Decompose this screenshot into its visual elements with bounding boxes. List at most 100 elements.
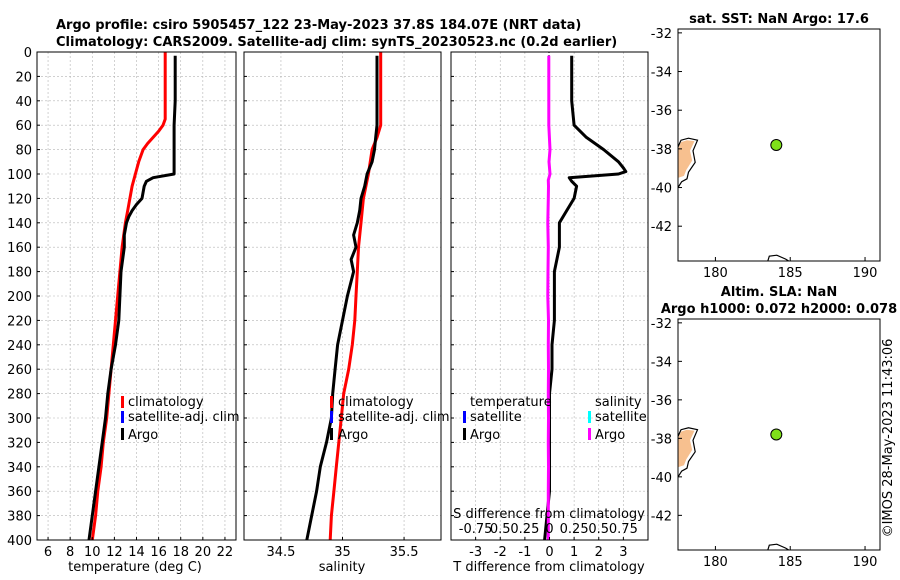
argo-float-marker [770,428,783,441]
y-tick-label: 320 [7,436,32,451]
coastline [677,427,699,478]
legend-label-argo: Argo [338,428,368,443]
map-y-tick-label: -38 [651,432,672,447]
legend-swatch-argo [330,428,333,440]
sla-map: -32 -34 -36 -38 -40 -42 180 185 190 [651,317,881,570]
series-line-climatology [328,52,383,541]
legend-label-satellite: satellite-adj. clim [338,410,450,425]
temperature-legend: climatology satellite-adj. clim Argo [121,395,240,443]
s-difference-label: S difference from climatology [453,507,645,522]
x-tick-label: 3 [619,545,627,560]
y-tick-label: 380 [7,510,32,525]
temperature-series [87,52,177,541]
y-tick-label: 400 [7,534,32,549]
y-tick-label: 360 [7,485,32,500]
difference-ticks: -3 -2 -1 0 1 2 3 [451,51,628,560]
legend-swatch-satellite [330,411,333,423]
x-tick-label: 10 [84,545,101,560]
series-line-argo [305,55,379,541]
s-diff-tick-label: 0.5 [490,522,511,537]
salinity-xlabel: salinity [319,560,366,575]
legend-swatch-argo [121,428,124,440]
y-tick-label: 20 [15,70,32,85]
x-tick-label: -3 [469,545,482,560]
sst-map-panel: sat. SST: NaN Argo: 17.6 -32 -34 -36 -38 -40… [651,12,881,281]
y-tick-label: 200 [7,290,32,305]
x-tick-label: 0 [545,545,553,560]
sst-map: -32 -34 -36 -38 -40 -42 180 185 190 [651,27,881,281]
s-diff-tick-label: -0.75 [459,522,493,537]
legend-swatch-satellite [463,411,466,423]
x-tick-label: 18 [172,545,189,560]
difference-legend-temperature: temperature satellite Argo [463,395,552,443]
y-tick-label: 0 [24,46,32,61]
legend-label-satellite: satellite [470,410,522,425]
x-tick-label: 16 [150,545,167,560]
difference-legend-salinity: salinity satellite Argo [588,395,647,443]
difference-grid [451,51,648,541]
s-diff-tick-label: 0.25 [510,522,539,537]
s-diff-tick-label: 0.25 [560,522,589,537]
y-tick-label: 300 [7,412,32,427]
y-tick-label: 220 [7,314,32,329]
land-patch [678,429,695,468]
legend-swatch-satellite [588,411,591,423]
series-line-argo [87,55,177,541]
y-tick-label: 40 [15,95,32,110]
x-tick-label: -1 [518,545,531,560]
x-tick-label: 34.5 [266,545,295,560]
legend-swatch-climatology [330,396,333,408]
x-tick-label: 20 [195,545,212,560]
difference-series [543,55,628,541]
salinity-grid [244,51,441,541]
climatology-title: Climatology: CARS2009. Satellite-adj cli… [56,35,617,50]
s-difference-ticks: -0.750.5 0.25 0 0.25 0.5 0.75 [459,522,638,537]
s-diff-tick-label: 0.5 [588,522,609,537]
map-y-tick-label: -40 [651,182,672,197]
sla-map-title: Altim. SLA: NaN [721,285,837,300]
sla-map-subtitle: Argo h1000: 0.072 h2000: 0.078 [661,302,897,317]
legend-label-argo: Argo [470,428,500,443]
map-axes-box [677,318,881,551]
series-line-argo-s-diff [546,55,552,540]
temperature-panel: 0 20 40 60 80 100 120 140 160 180 200 220 240 260 280 3… [7,46,239,575]
sla-map-panel: Altim. SLA: NaN Argo h1000: 0.072 h2000:… [651,285,897,570]
s-diff-tick-label: 0.75 [609,522,638,537]
x-tick-label: 14 [128,545,145,560]
island-coastline [767,543,790,551]
salinity-legend: climatology satellite-adj. clim Argo [330,395,450,443]
y-tick-label: 140 [7,217,32,232]
timestamp: ©IMOS 28-May-2023 11:43:06 [881,339,896,538]
x-tick-label: 22 [217,545,234,560]
coastline [677,137,699,188]
legend-title-salinity: salinity [595,395,642,410]
legend-label-argo: Argo [595,428,625,443]
legend-swatch-satellite [121,411,124,423]
map-x-tick-label: 180 [703,266,728,281]
argo-float-marker [770,139,783,151]
map-y-tick-label: -34 [651,355,672,370]
map-y-tick-label: -34 [651,66,672,81]
map-y-tick-label: -38 [651,143,672,158]
map-x-tick-label: 190 [853,266,878,281]
y-tick-label: 240 [7,339,32,354]
map-y-tick-label: -40 [651,471,672,486]
x-tick-label: 1 [570,545,578,560]
difference-panel: -3 -2 -1 0 1 2 3 temperature satellite Argo sa… [450,51,649,575]
salinity-ticks: 34.5 35 35.5 [244,51,419,560]
legend-label-satellite: satellite [595,410,647,425]
x-tick-label: 8 [66,545,74,560]
legend-label-climatology: climatology [338,395,414,410]
profile-title: Argo profile: csiro 5905457_122 23-May-2… [56,18,581,33]
salinity-series [305,52,383,541]
temperature-xlabel: temperature (deg C) [68,560,202,575]
y-tick-label: 100 [7,168,32,183]
y-tick-label: 180 [7,266,32,281]
map-x-tick-label: 185 [778,555,803,570]
land-patch [678,140,695,178]
y-tick-label: 280 [7,388,32,403]
y-tick-label: 340 [7,461,32,476]
y-tick-label: 60 [15,119,32,134]
island-coastline [767,254,790,262]
legend-swatch-argo [588,428,591,440]
